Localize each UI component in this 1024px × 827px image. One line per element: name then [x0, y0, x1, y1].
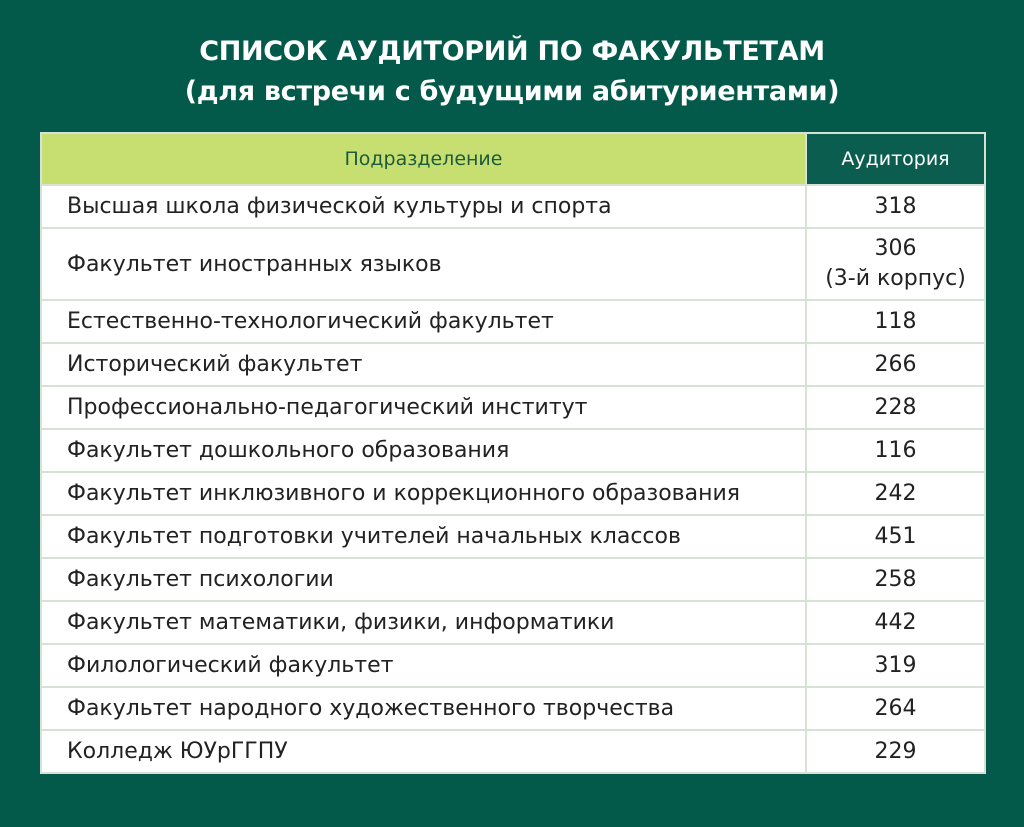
table-row: Филологический факультет 319: [40, 643, 986, 688]
room-text: 266: [874, 351, 917, 377]
room-text: 306: [874, 236, 917, 261]
room-text: 318: [874, 193, 917, 219]
table-row: Факультет математики, физики, информатик…: [40, 600, 986, 645]
table-row: Факультет дошкольного образования 116: [40, 428, 986, 473]
title-line: СПИСОК АУДИТОРИЙ ПО ФАКУЛЬТЕТАМ: [199, 36, 825, 67]
room-text: 264: [874, 695, 917, 721]
table-row: Факультет психологии 258: [40, 557, 986, 602]
room-cell: 229: [805, 729, 986, 774]
department-cell: Естественно-технологический факультет: [40, 299, 807, 344]
table-row: Факультет подготовки учителей начальных …: [40, 514, 986, 559]
room-cell: 306 (3-й корпус): [805, 227, 986, 301]
table-body: Высшая школа физической культуры и спорт…: [40, 184, 986, 774]
department-cell: Профессионально-педагогический институт: [40, 385, 807, 430]
room-cell: 258: [805, 557, 986, 602]
column-header: Аудитория: [805, 132, 986, 186]
table-row: Факультет инклюзивного и коррекционного …: [40, 471, 986, 516]
room-cell: 264: [805, 686, 986, 731]
department-cell: Высшая школа физической культуры и спорт…: [40, 184, 807, 229]
table-row: Факультет народного художественного твор…: [40, 686, 986, 731]
department-cell: Филологический факультет: [40, 643, 807, 688]
department-cell: Факультет иностранных языков: [40, 227, 807, 301]
department-cell: Факультет математики, физики, информатик…: [40, 600, 807, 645]
table-row: Исторический факультет 266: [40, 342, 986, 387]
room-cell: 116: [805, 428, 986, 473]
department-cell: Факультет дошкольного образования: [40, 428, 807, 473]
room-cell: 118: [805, 299, 986, 344]
room-text: 228: [874, 394, 917, 420]
room-text: 319: [874, 652, 917, 678]
table: Подразделение Аудитория Высшая школа физ…: [40, 132, 986, 774]
room-text: (3-й корпус): [825, 266, 966, 291]
table-row: Профессионально-педагогический институт 2…: [40, 385, 986, 430]
room-text: 258: [874, 566, 917, 592]
table-row: Высшая школа физической культуры и спорт…: [40, 184, 986, 229]
room-text: 442: [874, 609, 917, 635]
room-text: 118: [874, 308, 917, 334]
room-cell: 451: [805, 514, 986, 559]
department-cell: Факультет подготовки учителей начальных …: [40, 514, 807, 559]
header-row: Подразделение Аудитория: [40, 132, 986, 186]
room-text: 116: [874, 437, 917, 463]
department-cell: Факультет народного художественного твор…: [40, 686, 807, 731]
department-cell: Факультет инклюзивного и коррекционного …: [40, 471, 807, 516]
room-cell: 318: [805, 184, 986, 229]
table-row: Колледж ЮУрГГПУ 229: [40, 729, 986, 774]
room-cell: 319: [805, 643, 986, 688]
subtitle-line: (для встречи с будущими абитуриентами): [184, 76, 840, 107]
table-row: Естественно-технологический факультет 118: [40, 299, 986, 344]
room-text: 229: [874, 738, 917, 764]
room-cell: 442: [805, 600, 986, 645]
column-header: Подразделение: [40, 132, 807, 186]
table-row: Факультет иностранных языков 306 (3-й корп…: [40, 227, 986, 301]
department-cell: Исторический факультет: [40, 342, 807, 387]
room-cell: 242: [805, 471, 986, 516]
department-cell: Колледж ЮУрГГПУ: [40, 729, 807, 774]
room-cell: 266: [805, 342, 986, 387]
room-text: 242: [874, 480, 917, 506]
room-text: 451: [874, 523, 917, 549]
room-cell: 228: [805, 385, 986, 430]
department-cell: Факультет психологии: [40, 557, 807, 602]
